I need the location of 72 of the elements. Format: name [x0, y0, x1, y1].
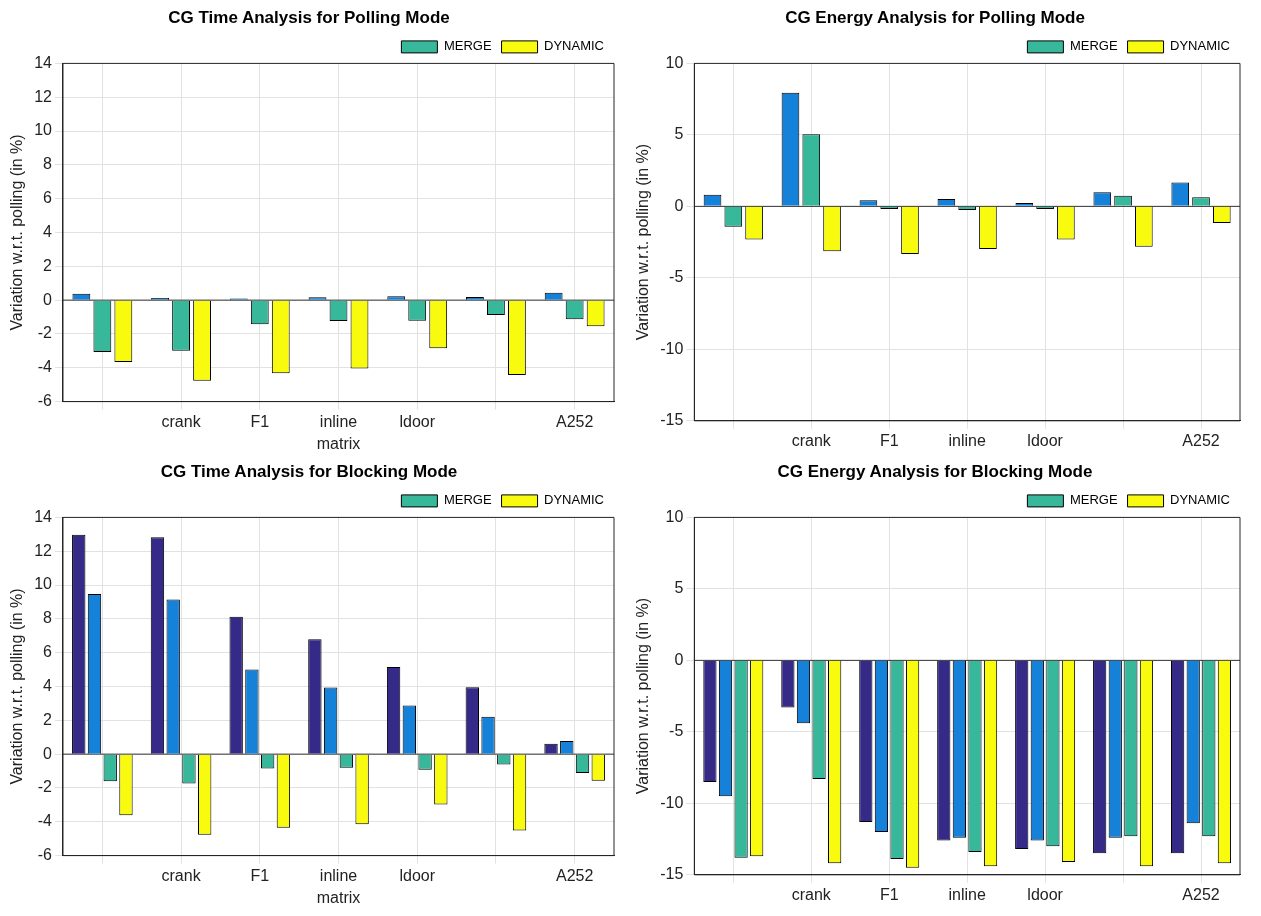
y-tick-label: 0 — [43, 290, 53, 308]
y-tick-label: -6 — [37, 392, 53, 410]
y-tick-label: 4 — [43, 676, 53, 694]
x-tick-label: F1 — [250, 412, 270, 430]
y-tick-label: -10 — [660, 339, 684, 357]
legend-label: MERGE — [1069, 38, 1118, 54]
y-tick-label: -5 — [669, 268, 684, 286]
y-tick-label: 12 — [34, 87, 53, 105]
x-tick-label: A252 — [1182, 885, 1220, 903]
y-tick-label: 8 — [43, 155, 53, 173]
y-tick-label: 4 — [43, 222, 53, 240]
x-tick-label: ldoor — [1027, 431, 1064, 449]
y-tick-label: 8 — [43, 609, 53, 627]
x-axis-title: matrix — [316, 888, 361, 906]
y-tick-label: -6 — [37, 846, 53, 864]
legend-label: DYNAMIC — [544, 38, 605, 54]
y-axis-title: Variation w.r.t. polling (in %) — [634, 597, 652, 795]
legend-label: MERGE — [443, 38, 492, 54]
x-tick-label: A252 — [1182, 431, 1220, 449]
x-tick-label: inline — [319, 866, 358, 884]
y-axis-title: Variation w.r.t. polling (in %) — [8, 134, 26, 331]
x-tick-label: A252 — [555, 866, 594, 884]
legend-label: MERGE — [443, 492, 492, 508]
y-tick-label: -5 — [669, 722, 684, 740]
x-axis-title: matrix — [316, 434, 361, 452]
y-tick-label: -15 — [660, 411, 684, 429]
y-tick-label: 0 — [43, 744, 53, 762]
x-tick-label: F1 — [250, 866, 270, 884]
chart-title: CG Energy Analysis for Polling Mode — [785, 7, 1085, 27]
x-tick-label: inline — [948, 885, 986, 903]
x-tick-label: inline — [319, 412, 358, 430]
chart-title: CG Time Analysis for Polling Mode — [168, 7, 450, 27]
y-axis-title: Variation w.r.t. polling (in %) — [634, 143, 652, 341]
y-tick-label: -15 — [660, 865, 684, 883]
x-tick-label: F1 — [879, 885, 899, 903]
x-tick-label: inline — [948, 431, 986, 449]
y-tick-label: 10 — [665, 507, 684, 525]
y-tick-label: 2 — [43, 256, 53, 274]
y-tick-label: 10 — [34, 575, 53, 593]
x-tick-label: crank — [791, 431, 832, 449]
y-tick-label: -2 — [37, 324, 53, 342]
y-tick-label: 10 — [665, 53, 684, 71]
y-tick-label: -4 — [37, 358, 53, 376]
y-tick-label: 10 — [34, 121, 53, 139]
y-tick-label: -2 — [37, 778, 53, 796]
x-tick-label: crank — [161, 412, 202, 430]
y-tick-label: 0 — [674, 650, 684, 668]
y-tick-label: 0 — [674, 196, 684, 214]
y-tick-label: 6 — [43, 643, 53, 661]
chart-title: CG Time Analysis for Blocking Mode — [160, 461, 458, 481]
x-tick-label: ldoor — [1027, 885, 1064, 903]
y-tick-label: -4 — [37, 812, 53, 830]
legend-label: DYNAMIC — [544, 492, 605, 508]
x-tick-label: crank — [161, 866, 202, 884]
legend-label: DYNAMIC — [1170, 492, 1231, 508]
y-tick-label: 14 — [34, 507, 53, 525]
y-tick-label: 5 — [674, 125, 684, 143]
y-tick-label: 6 — [43, 189, 53, 207]
legend-label: DYNAMIC — [1170, 38, 1231, 54]
x-tick-label: ldoor — [399, 866, 436, 884]
legend-label: MERGE — [1069, 492, 1118, 508]
x-tick-label: crank — [791, 885, 832, 903]
y-tick-label: 12 — [34, 541, 53, 559]
x-tick-label: F1 — [879, 431, 899, 449]
x-tick-label: A252 — [555, 412, 594, 430]
y-tick-label: -10 — [660, 793, 684, 811]
y-tick-label: 5 — [674, 579, 684, 597]
chart-title: CG Energy Analysis for Blocking Mode — [777, 461, 1093, 481]
y-tick-label: 2 — [43, 710, 53, 728]
y-axis-title: Variation w.r.t. polling (in %) — [8, 588, 26, 785]
y-tick-label: 14 — [34, 53, 53, 71]
x-tick-label: ldoor — [399, 412, 436, 430]
